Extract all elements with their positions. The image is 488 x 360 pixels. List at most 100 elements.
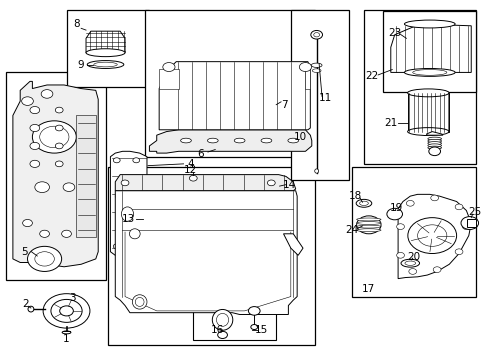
- Ellipse shape: [427, 141, 441, 145]
- Ellipse shape: [407, 89, 448, 97]
- Text: 16: 16: [211, 325, 224, 335]
- Circle shape: [248, 307, 260, 315]
- Text: 9: 9: [78, 59, 84, 69]
- Text: 12: 12: [184, 165, 197, 175]
- Ellipse shape: [163, 63, 175, 72]
- Polygon shape: [426, 132, 442, 135]
- Ellipse shape: [132, 295, 147, 309]
- Ellipse shape: [404, 68, 454, 76]
- Text: 10: 10: [293, 132, 306, 142]
- Text: 18: 18: [348, 191, 362, 201]
- Ellipse shape: [356, 222, 380, 225]
- Ellipse shape: [121, 207, 133, 221]
- Circle shape: [61, 230, 71, 237]
- Ellipse shape: [212, 310, 232, 330]
- Polygon shape: [149, 130, 311, 153]
- Circle shape: [113, 244, 120, 249]
- Circle shape: [41, 90, 53, 98]
- Circle shape: [462, 224, 469, 229]
- Ellipse shape: [404, 261, 415, 265]
- Bar: [144, 10, 315, 157]
- Ellipse shape: [356, 229, 380, 231]
- Circle shape: [63, 183, 75, 192]
- Ellipse shape: [87, 60, 123, 68]
- Ellipse shape: [356, 218, 380, 221]
- Ellipse shape: [62, 331, 71, 334]
- Circle shape: [51, 300, 82, 322]
- Polygon shape: [86, 31, 125, 53]
- Polygon shape: [283, 234, 303, 255]
- Circle shape: [428, 147, 440, 156]
- Text: 7: 7: [281, 100, 287, 110]
- Text: 21: 21: [384, 118, 397, 128]
- Ellipse shape: [312, 69, 321, 72]
- Circle shape: [30, 160, 40, 167]
- Text: 20: 20: [407, 252, 419, 262]
- Polygon shape: [390, 24, 470, 72]
- Text: 19: 19: [389, 203, 403, 213]
- Circle shape: [460, 217, 478, 229]
- Bar: [5, 72, 105, 280]
- Ellipse shape: [94, 62, 117, 67]
- Text: 1: 1: [63, 334, 70, 344]
- Circle shape: [310, 31, 322, 39]
- Bar: [351, 167, 475, 297]
- Text: 8: 8: [73, 19, 80, 29]
- Circle shape: [121, 180, 129, 186]
- Circle shape: [217, 331, 227, 338]
- Circle shape: [35, 182, 49, 193]
- Ellipse shape: [261, 138, 271, 143]
- Polygon shape: [115, 175, 295, 191]
- Ellipse shape: [412, 69, 446, 75]
- Text: 25: 25: [467, 207, 480, 217]
- Ellipse shape: [287, 138, 298, 143]
- Circle shape: [55, 143, 63, 149]
- Polygon shape: [466, 219, 475, 227]
- Circle shape: [432, 267, 440, 273]
- Text: 23: 23: [387, 28, 401, 38]
- Polygon shape: [159, 69, 178, 89]
- Circle shape: [267, 180, 275, 186]
- Polygon shape: [110, 151, 147, 257]
- Ellipse shape: [404, 20, 454, 28]
- Circle shape: [60, 306, 73, 316]
- Ellipse shape: [135, 297, 144, 306]
- Circle shape: [113, 158, 120, 163]
- Bar: [66, 10, 149, 87]
- Circle shape: [30, 125, 40, 132]
- Circle shape: [417, 225, 446, 246]
- Circle shape: [30, 107, 40, 114]
- Text: 11: 11: [318, 93, 331, 103]
- Circle shape: [35, 252, 54, 266]
- Circle shape: [133, 244, 140, 249]
- Bar: [407, 93, 448, 132]
- Text: 5: 5: [21, 247, 27, 257]
- Circle shape: [55, 161, 63, 167]
- Ellipse shape: [28, 306, 34, 312]
- Text: 3: 3: [69, 293, 76, 303]
- Ellipse shape: [427, 139, 441, 143]
- Circle shape: [454, 204, 462, 210]
- Ellipse shape: [427, 137, 441, 140]
- Ellipse shape: [180, 138, 191, 143]
- Circle shape: [55, 125, 63, 131]
- Circle shape: [120, 198, 130, 205]
- Polygon shape: [305, 69, 310, 89]
- Circle shape: [115, 193, 125, 200]
- Ellipse shape: [356, 225, 380, 228]
- Text: 4: 4: [187, 159, 194, 169]
- Ellipse shape: [216, 314, 228, 326]
- Circle shape: [40, 230, 49, 237]
- Text: 15: 15: [254, 325, 267, 335]
- Text: 24: 24: [345, 225, 358, 235]
- Ellipse shape: [86, 49, 125, 57]
- Circle shape: [430, 195, 438, 201]
- Ellipse shape: [427, 144, 441, 147]
- Circle shape: [30, 142, 40, 149]
- Bar: [383, 12, 475, 92]
- Circle shape: [22, 220, 32, 226]
- Circle shape: [21, 97, 33, 105]
- Ellipse shape: [207, 138, 218, 143]
- Text: 2: 2: [22, 299, 28, 309]
- Circle shape: [250, 324, 257, 329]
